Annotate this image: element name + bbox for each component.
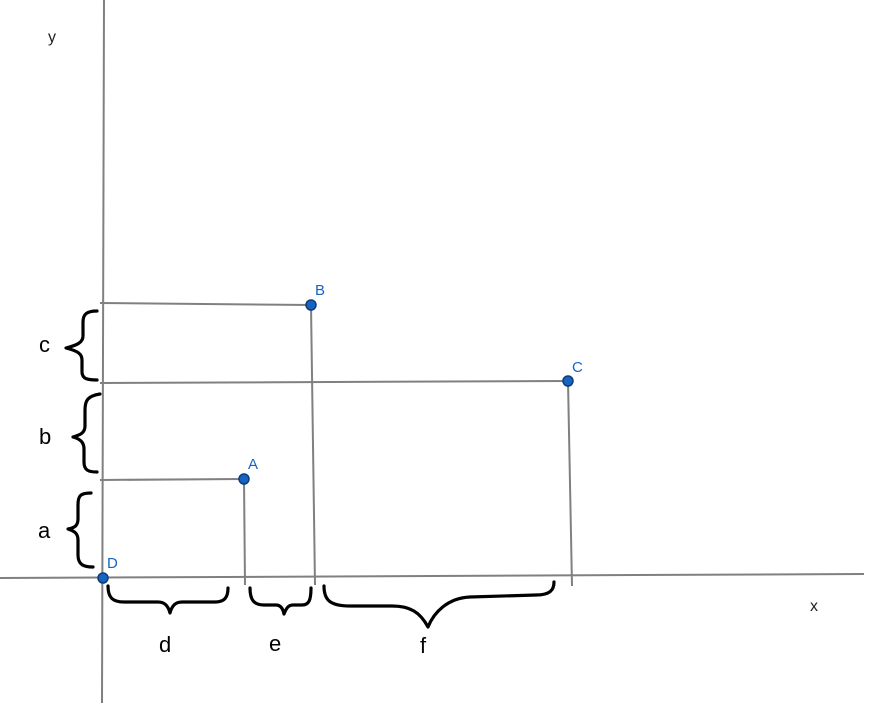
guide-horizontal-b xyxy=(99,302,312,306)
brace-label-b: b xyxy=(39,424,51,449)
brace-c xyxy=(64,309,99,382)
brace-label-a: a xyxy=(38,518,51,543)
brace-f xyxy=(322,580,556,629)
point-label-a: A xyxy=(248,456,258,473)
y-axis xyxy=(101,0,105,703)
brace-label-d: d xyxy=(159,632,171,657)
guide-vertical-a xyxy=(243,478,246,586)
point-label-c: C xyxy=(572,359,583,376)
brace-label-e: e xyxy=(269,631,281,656)
point-d[interactable] xyxy=(97,572,109,584)
brace-a xyxy=(66,491,95,569)
point-c[interactable] xyxy=(562,375,574,387)
brace-e xyxy=(248,586,313,616)
brace-label-f: f xyxy=(420,633,427,658)
guide-horizontal-c xyxy=(99,380,569,384)
point-b[interactable] xyxy=(305,299,317,311)
x-axis xyxy=(0,573,865,579)
x-axis-label: x xyxy=(810,598,818,615)
brace-d xyxy=(106,584,230,615)
point-label-d: D xyxy=(107,555,118,572)
guide-vertical-c xyxy=(567,380,573,587)
brace-b xyxy=(71,392,102,474)
y-axis-label: y xyxy=(48,29,56,46)
brace-label-c: c xyxy=(39,332,50,357)
guide-vertical-b xyxy=(310,304,316,586)
point-a[interactable] xyxy=(238,473,250,485)
point-label-b: B xyxy=(315,282,325,299)
guide-horizontal-a xyxy=(99,478,245,481)
